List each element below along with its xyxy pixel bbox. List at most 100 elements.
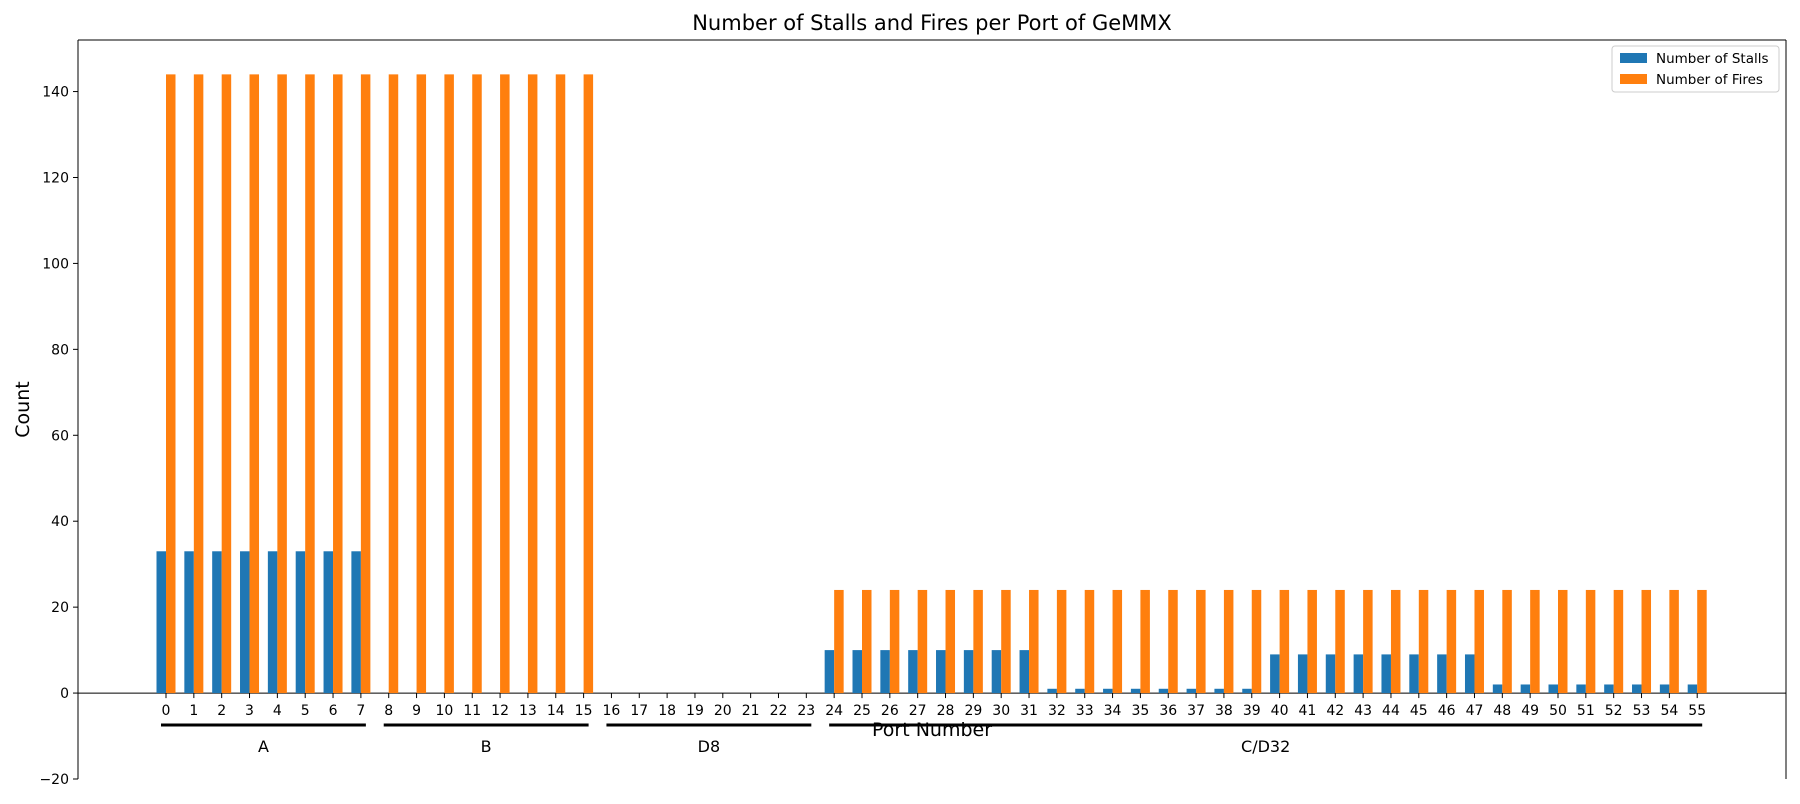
y-tick-label: 0	[60, 686, 69, 702]
bar-fires	[500, 74, 510, 694]
x-tick-label: 18	[658, 703, 676, 719]
bar-fires	[1446, 589, 1457, 694]
x-tick-label: 42	[1326, 703, 1344, 719]
bar-fires	[166, 74, 176, 694]
bar-fires	[945, 589, 956, 694]
x-tick-label: 22	[770, 703, 788, 719]
bar-stalls	[880, 650, 890, 694]
y-tick-label: 120	[42, 170, 69, 186]
bar-stalls	[908, 650, 918, 694]
x-tick-label: 31	[1020, 703, 1038, 719]
bar-fires	[1697, 589, 1707, 694]
legend: Number of Stalls Number of Fires	[1611, 45, 1780, 93]
bar-fires	[1223, 589, 1234, 694]
y-tick-label: 140	[42, 85, 69, 101]
bar-fires	[1112, 589, 1123, 694]
x-tick-label: 2	[217, 703, 226, 719]
x-tick-label: 24	[825, 703, 843, 719]
x-tick-label: 23	[797, 703, 815, 719]
x-tick-label: 14	[547, 703, 565, 719]
x-tick-label: 53	[1633, 703, 1651, 719]
bar-fires	[1001, 589, 1011, 694]
bar-fires	[1641, 589, 1652, 694]
bar-fires	[1279, 589, 1290, 694]
x-tick-label: 21	[742, 703, 760, 719]
legend-swatch	[1620, 53, 1647, 63]
x-tick-label: 1	[189, 703, 198, 719]
legend-entry: Number of Fires	[1656, 72, 1763, 88]
x-tick-label: 6	[329, 703, 338, 719]
bar-stalls	[1659, 684, 1670, 694]
bar-fires	[416, 74, 427, 694]
bar-fires	[221, 74, 232, 694]
bar-stalls	[1353, 654, 1364, 694]
x-tick-label: 19	[686, 703, 704, 719]
x-tick-label: 55	[1688, 703, 1706, 719]
x-tick-label: 29	[964, 703, 982, 719]
bar-fires	[1390, 589, 1401, 694]
x-tick-label: 17	[630, 703, 648, 719]
bar-fires	[388, 74, 399, 694]
bar-stalls	[1158, 688, 1169, 694]
x-tick-label: 39	[1243, 703, 1261, 719]
bar-fires	[917, 589, 928, 694]
x-tick-label: 10	[435, 703, 453, 719]
bar-stalls	[1576, 684, 1586, 694]
x-tick-label: 16	[603, 703, 621, 719]
bar-stalls	[212, 551, 222, 694]
bar-fires	[583, 74, 594, 694]
x-tick-label: 0	[162, 703, 171, 719]
bar-stalls	[184, 551, 194, 694]
x-tick-label: 33	[1076, 703, 1094, 719]
y-tick-label: 40	[51, 514, 69, 530]
bar-stalls	[1548, 684, 1558, 694]
bar-stalls	[1464, 654, 1475, 694]
legend-frame	[1611, 45, 1780, 93]
x-tick-label: 13	[519, 703, 537, 719]
x-tick-label: 48	[1493, 703, 1511, 719]
bar-stalls	[295, 551, 306, 694]
x-tick-label: 51	[1577, 703, 1595, 719]
bar-fires	[360, 74, 371, 694]
chart-title: Number of Stalls and Fires per Port of G…	[692, 11, 1172, 35]
bar-stalls	[267, 551, 278, 694]
x-tick-label: 8	[384, 703, 393, 719]
bar-fires	[555, 74, 566, 694]
bar-stalls	[1632, 684, 1642, 694]
bar-fires	[1196, 589, 1206, 694]
bar-stalls	[323, 551, 334, 694]
x-tick-label: 7	[356, 703, 365, 719]
x-tick-label: 9	[412, 703, 421, 719]
y-tick-label: 20	[51, 600, 69, 616]
bar-fires	[1502, 589, 1512, 694]
bar-stalls	[1075, 688, 1085, 694]
x-tick-label: 35	[1131, 703, 1149, 719]
bar-fires	[1530, 589, 1540, 694]
bar-fires	[889, 589, 900, 694]
bar-fires	[1140, 589, 1150, 694]
bar-stalls	[1186, 688, 1197, 694]
x-tick-label: 50	[1549, 703, 1567, 719]
x-tick-label: 52	[1605, 703, 1623, 719]
x-tick-label: 37	[1187, 703, 1205, 719]
bar-stalls	[1325, 654, 1336, 694]
y-tick-label: −20	[39, 772, 69, 788]
x-tick-label: 47	[1466, 703, 1484, 719]
bar-fires	[834, 589, 844, 694]
bar-stalls	[1687, 684, 1698, 694]
x-tick-label: 43	[1354, 703, 1372, 719]
x-tick-label: 26	[881, 703, 899, 719]
bar-stalls	[936, 650, 946, 694]
bar-stalls	[1019, 650, 1030, 694]
bar-fires	[305, 74, 315, 694]
x-tick-label: 41	[1299, 703, 1317, 719]
bar-stalls	[852, 650, 862, 694]
bar-fires	[1669, 589, 1679, 694]
bar-fires	[1307, 589, 1317, 694]
bar-stalls	[240, 551, 250, 694]
bar-fires	[1474, 589, 1484, 694]
bar-stalls	[1103, 688, 1113, 694]
bar-stalls	[1381, 654, 1391, 694]
x-axis-label: Port Number	[872, 719, 992, 741]
bar-stalls	[963, 650, 974, 694]
